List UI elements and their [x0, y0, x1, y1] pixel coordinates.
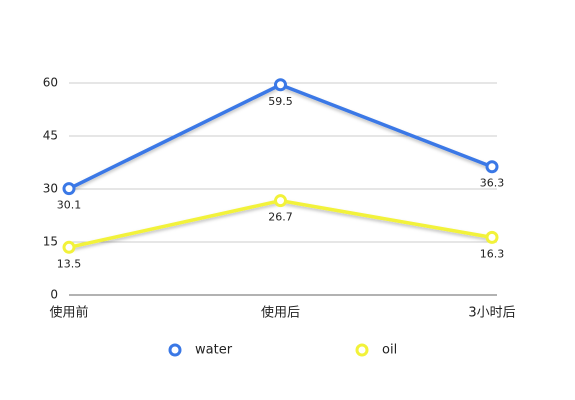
- point: [274, 194, 287, 208]
- y-tick-label: 15: [43, 235, 58, 249]
- legend-marker: [355, 343, 369, 357]
- point: [274, 78, 287, 92]
- point: [62, 182, 76, 196]
- value-label: 59.5: [268, 95, 293, 108]
- value-label: 26.7: [268, 211, 293, 224]
- value-label: 30.1: [57, 199, 82, 212]
- point: [485, 160, 499, 174]
- x-tick-label: 使用前: [49, 305, 88, 321]
- y-tick-label: 45: [43, 129, 58, 143]
- x-tick-label: 使用后: [261, 305, 300, 321]
- y-tick-label: 60: [43, 76, 58, 90]
- legend-marker: [168, 343, 182, 357]
- x-tick-label: 3小时后: [468, 306, 515, 321]
- point: [485, 230, 499, 244]
- value-label: 13.5: [57, 257, 82, 270]
- point: [62, 240, 76, 254]
- y-tick-label: 0: [50, 288, 58, 302]
- value-label: 16.3: [480, 247, 505, 260]
- legend-label: water: [195, 343, 233, 358]
- value-label: 36.3: [480, 177, 505, 190]
- line: [68, 198, 493, 250]
- legend-label: oil: [382, 343, 397, 358]
- y-tick-label: 30: [43, 182, 58, 196]
